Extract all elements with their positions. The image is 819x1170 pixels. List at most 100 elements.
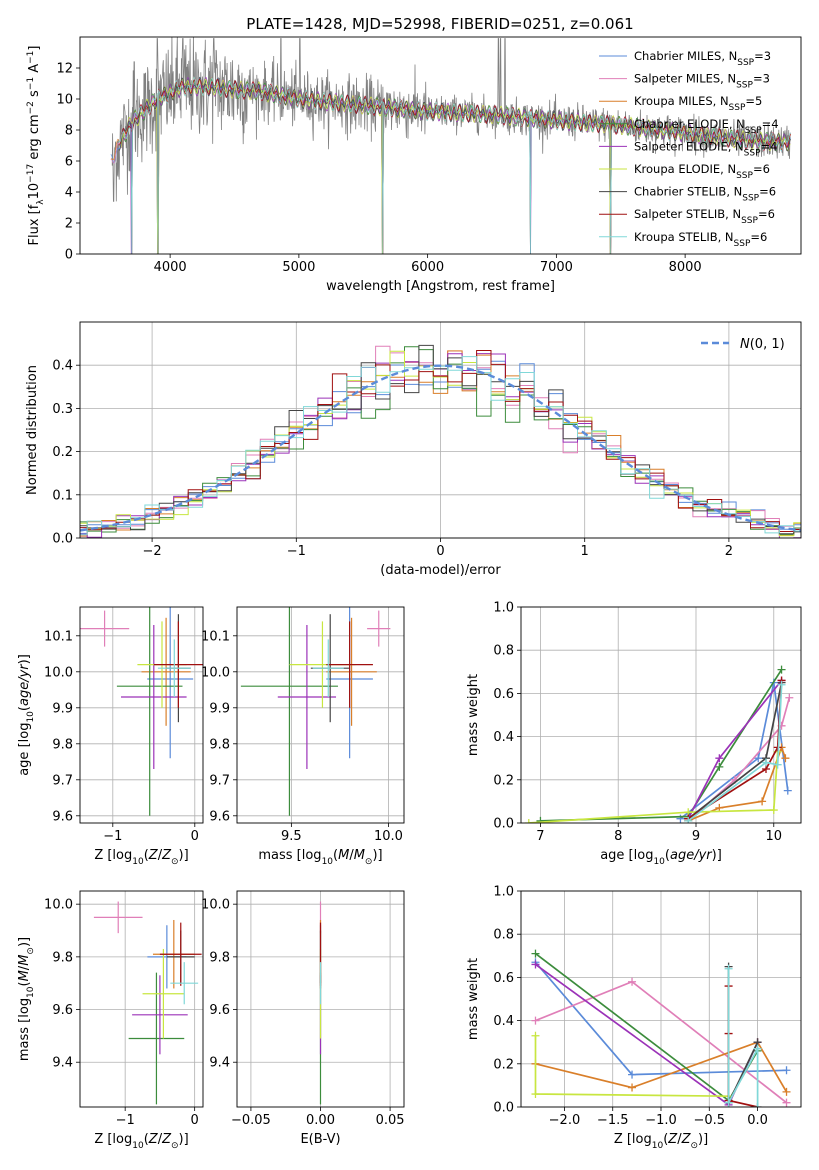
x-tick-label: −2.0 <box>549 1113 581 1128</box>
mass_weight_vs_Z-xlabel: Z [log10(Z/Z⊙)] <box>614 1132 708 1151</box>
label-part: ] <box>184 1132 189 1147</box>
label-part: −1 <box>26 77 36 90</box>
label-part: mass weight <box>466 674 481 756</box>
legend-entry: N(0, 1) <box>740 337 785 352</box>
weight-marker <box>715 803 724 812</box>
errorbar-point <box>277 625 337 769</box>
errorbar-point <box>116 607 183 816</box>
model-spectrum-kroupa-stelib <box>118 76 791 254</box>
y-tick-label: 9.6 <box>52 809 73 824</box>
legend-entry: Kroupa STELIB, NSSP=6 <box>634 230 767 249</box>
y-tick-label: 0.0 <box>52 532 73 547</box>
residual_histogram-frame <box>79 321 802 539</box>
label-part: ] <box>703 1132 708 1147</box>
x-tick-label: 10 <box>766 829 783 844</box>
weight-marker <box>531 960 540 969</box>
label-part: SSP <box>741 216 758 226</box>
age_vs_Z-axes: −1 0 9.6 9.7 9.8 9.9 10.0 10.1 <box>44 607 203 844</box>
histogram-chabrier-elodie <box>80 346 801 535</box>
label-part: Chabrier ELODIE, N <box>634 117 745 131</box>
label-part: Z <box>148 1132 159 1147</box>
age_vs_Z-ylabel: age [log10(age/yr)] <box>17 654 36 776</box>
label-part: ) <box>179 848 184 863</box>
y-tick-label: 9.6 <box>52 1003 73 1018</box>
label-part: SSP <box>734 239 751 249</box>
label-part: ) <box>17 942 32 947</box>
label-part: =4 <box>761 139 778 153</box>
spectrum-ylabel: Flux [fλ10−17 erg cm−2 s−1 A−1] <box>26 46 46 246</box>
x-tick-label: 1 <box>581 544 589 559</box>
x-tick-label: 9.5 <box>281 829 302 844</box>
weight-marker <box>773 760 782 769</box>
mass_weight_vs_Z-frame <box>520 890 802 1108</box>
x-tick-label: −2 <box>143 544 162 559</box>
y-tick-label: 0.1 <box>52 488 73 503</box>
weight-marker <box>783 786 792 795</box>
label-part: Z <box>148 848 159 863</box>
errorbar-point <box>312 639 344 697</box>
label-part: (0, 1) <box>750 337 785 352</box>
label-part: Kroupa MILES, N <box>634 94 729 108</box>
label-part: Z <box>667 1132 678 1147</box>
label-part: ( <box>144 1132 149 1147</box>
weight-marker <box>724 1098 733 1107</box>
x-tick-label: 2 <box>725 544 733 559</box>
model-spectrum-salpeter-stelib <box>118 78 791 254</box>
x-tick-label: −1.0 <box>645 1113 677 1128</box>
label-part: 10 <box>653 857 665 867</box>
y-tick-label: 9.8 <box>52 737 73 752</box>
x-tick-label: 0 <box>191 1113 199 1128</box>
weight-marker <box>531 1031 540 1040</box>
x-tick-label: 0 <box>191 829 199 844</box>
weight-marker <box>754 754 763 763</box>
y-tick-label: 0.2 <box>52 445 73 460</box>
label-part: E(B-V) <box>300 1132 340 1147</box>
label-part: mass [log <box>17 998 32 1061</box>
mass_vs_ebv-xlabel: E(B-V) <box>300 1132 340 1147</box>
label-part: SSP <box>736 171 753 181</box>
legend-entry: Chabrier MILES, NSSP=3 <box>634 49 771 68</box>
legend-entry: Kroupa ELODIE, NSSP=6 <box>634 162 770 181</box>
y-tick-label: 8 <box>65 124 73 139</box>
x-tick-label: −0.05 <box>231 1113 271 1128</box>
figure-title: PLATE=1428, MJD=52998, FIBERID=0251, z=0… <box>246 15 633 33</box>
label-part: Z <box>681 1132 692 1147</box>
label-part: ⊙ <box>365 857 373 867</box>
label-part: M <box>354 848 365 863</box>
label-part: ] <box>17 654 32 659</box>
weight-line-chabrier-stelib <box>727 966 759 1104</box>
errorbar-point <box>170 962 199 1005</box>
residual_histogram-ylabel: Normed distribution <box>25 365 40 495</box>
weight-marker <box>724 964 733 973</box>
y-tick-label: 10.0 <box>44 898 73 913</box>
label-part: / <box>158 848 163 863</box>
mass_vs_Z-points <box>93 901 202 1105</box>
mass_weight_vs_age-ylabel: mass weight <box>466 674 481 756</box>
label-part: ) <box>179 1132 184 1147</box>
age_vs_Z-points <box>80 607 203 816</box>
errorbar-point <box>153 621 203 708</box>
label-part: =3 <box>754 49 771 63</box>
label-part: N <box>740 337 750 352</box>
legend-entry: Chabrier ELODIE, NSSP=4 <box>634 117 779 136</box>
y-tick-label: 9.8 <box>209 737 230 752</box>
weight-line-salpeter-elodie <box>535 963 759 1107</box>
x-tick-label: −1.5 <box>597 1113 629 1128</box>
label-part: 10 <box>132 1141 144 1151</box>
y-tick-label: 9.6 <box>209 1003 230 1018</box>
x-tick-label: 8000 <box>669 260 702 275</box>
legend-entry: Chabrier STELIB, NSSP=6 <box>634 185 776 204</box>
histogram-kroupa-miles <box>80 350 801 537</box>
y-tick-label: 10.0 <box>201 665 230 680</box>
y-tick-label: 0.8 <box>493 644 514 659</box>
weight-line-kroupa-elodie <box>528 751 779 823</box>
weight-marker <box>536 816 545 823</box>
weight-marker <box>684 816 693 823</box>
x-tick-label: 6000 <box>411 260 444 275</box>
label-part: ) <box>698 1132 703 1147</box>
spectrum-xlabel: wavelength [Angstrom, rest frame] <box>326 279 555 294</box>
residual_histogram-xlabel: (data-model)/error <box>380 563 501 578</box>
mass_weight_vs_Z-series <box>531 949 791 1107</box>
weight-marker <box>753 1044 762 1053</box>
